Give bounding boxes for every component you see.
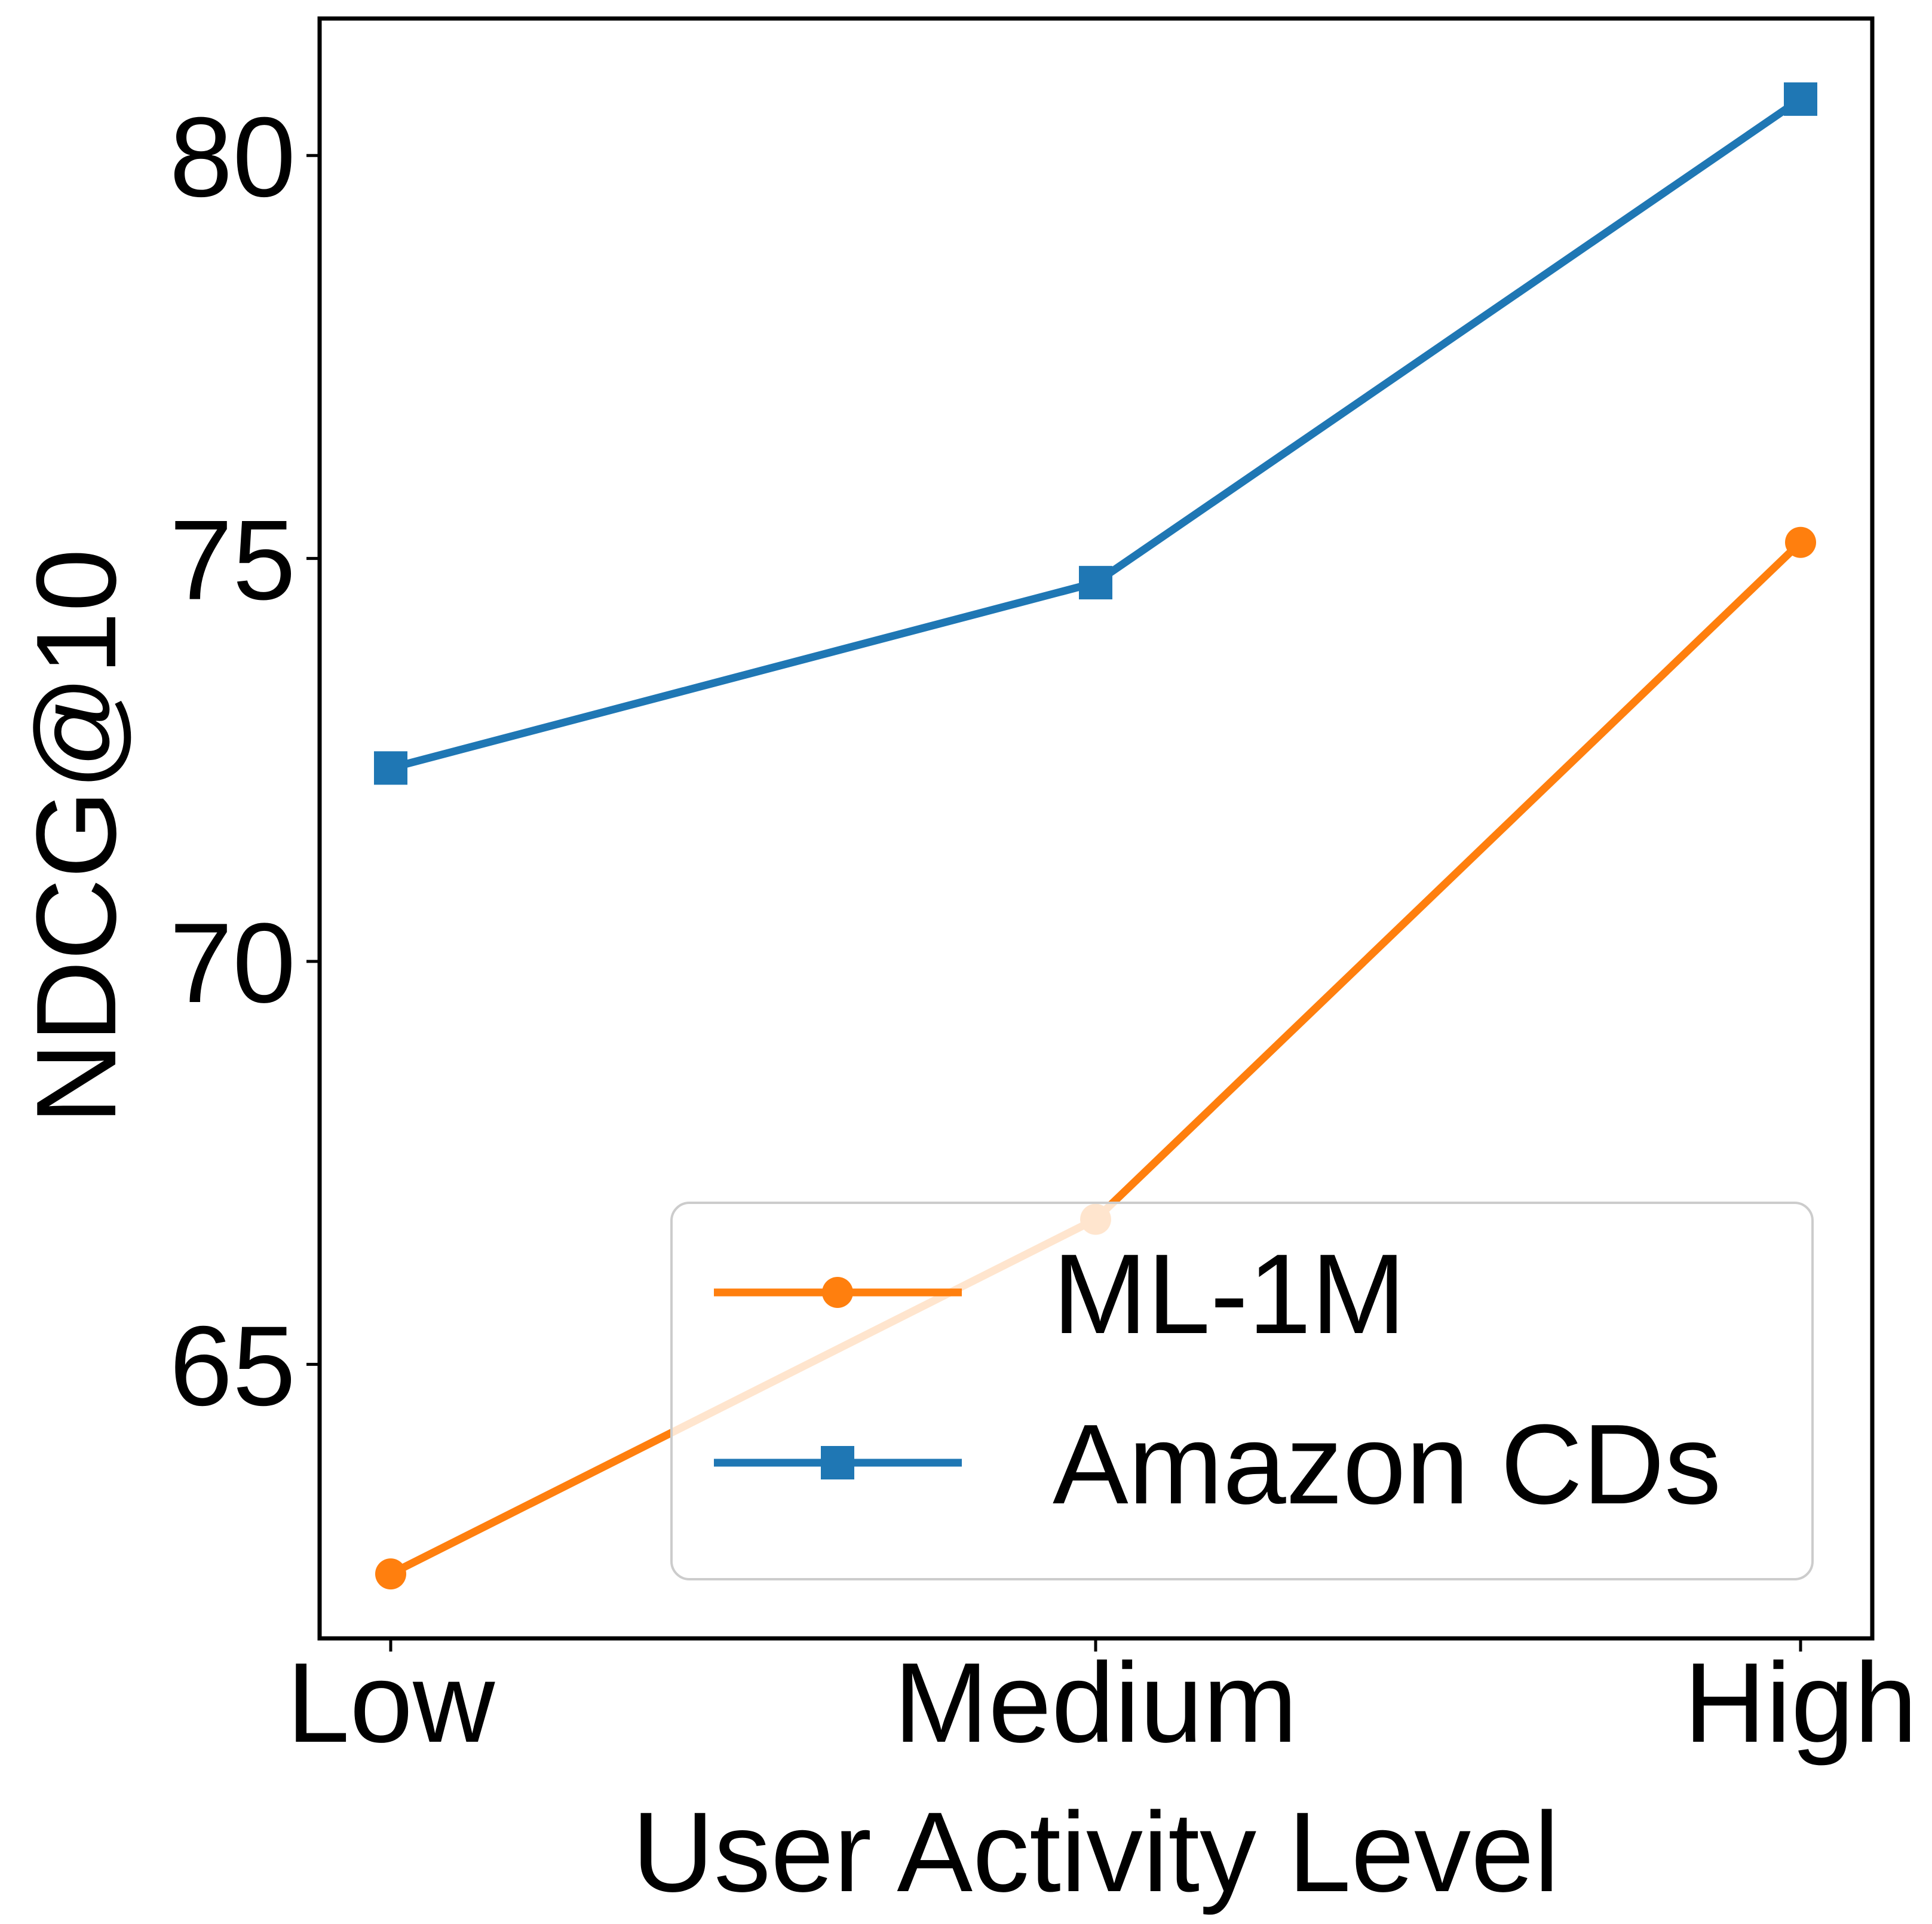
legend-box bbox=[670, 1202, 1814, 1580]
y-tick-label: 65 bbox=[170, 1303, 296, 1429]
legend-marker-ml-1m bbox=[822, 1277, 853, 1308]
data-point-ml-1m bbox=[1785, 526, 1816, 558]
y-tick-label: 70 bbox=[170, 900, 296, 1027]
x-tick-label: Low bbox=[287, 1640, 495, 1766]
legend-label-amazon-cds: Amazon CDs bbox=[1053, 1401, 1721, 1528]
y-axis-title: NDCG@10 bbox=[13, 549, 140, 1125]
data-point-amazon-cds bbox=[1079, 566, 1112, 600]
data-point-amazon-cds bbox=[374, 751, 407, 785]
y-tick-label: 75 bbox=[170, 497, 296, 624]
y-tick-label: 80 bbox=[170, 94, 296, 220]
legend-label-ml-1m: ML-1M bbox=[1053, 1231, 1406, 1358]
x-tick-label: High bbox=[1684, 1640, 1918, 1766]
data-point-amazon-cds bbox=[1784, 82, 1817, 116]
x-axis-title: User Activity Level bbox=[632, 1789, 1559, 1916]
series-line-amazon-cds bbox=[390, 96, 1803, 772]
data-point-ml-1m bbox=[375, 1558, 406, 1590]
x-axis: Low Medium High bbox=[287, 1638, 1918, 1766]
y-axis: 65 70 75 80 bbox=[170, 94, 320, 1429]
x-tick-label: Medium bbox=[894, 1640, 1298, 1766]
legend: ML-1M Amazon CDs bbox=[670, 1202, 1814, 1580]
legend-marker-amazon-cds bbox=[821, 1446, 854, 1479]
